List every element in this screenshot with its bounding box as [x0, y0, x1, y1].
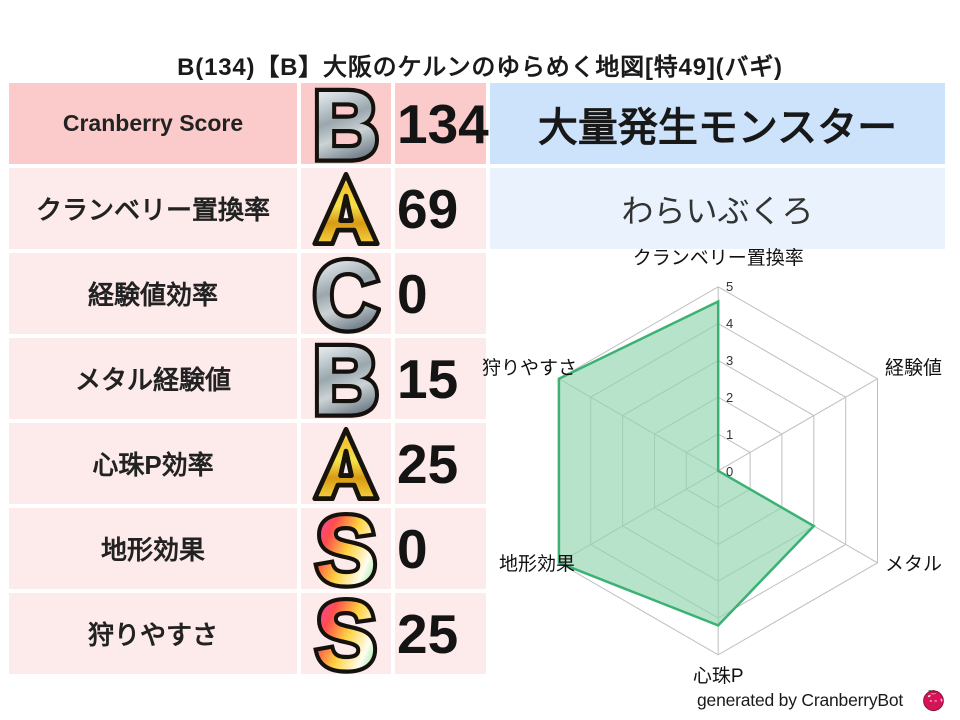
svg-text:0: 0 — [726, 464, 733, 479]
svg-text:2: 2 — [726, 390, 733, 405]
svg-text:経験値: 経験値 — [885, 357, 942, 379]
svg-text:地形効果: 地形効果 — [499, 553, 575, 575]
svg-text:心珠P: 心珠P — [693, 665, 744, 687]
svg-text:5: 5 — [726, 279, 733, 294]
svg-text:狩りやすさ: 狩りやすさ — [482, 357, 577, 379]
svg-text:4: 4 — [726, 316, 733, 331]
svg-text:メタル: メタル — [885, 553, 942, 575]
svg-text:3: 3 — [726, 353, 733, 368]
svg-text:1: 1 — [726, 427, 733, 442]
svg-text:クランベリー置換率: クランベリー置換率 — [633, 247, 804, 269]
